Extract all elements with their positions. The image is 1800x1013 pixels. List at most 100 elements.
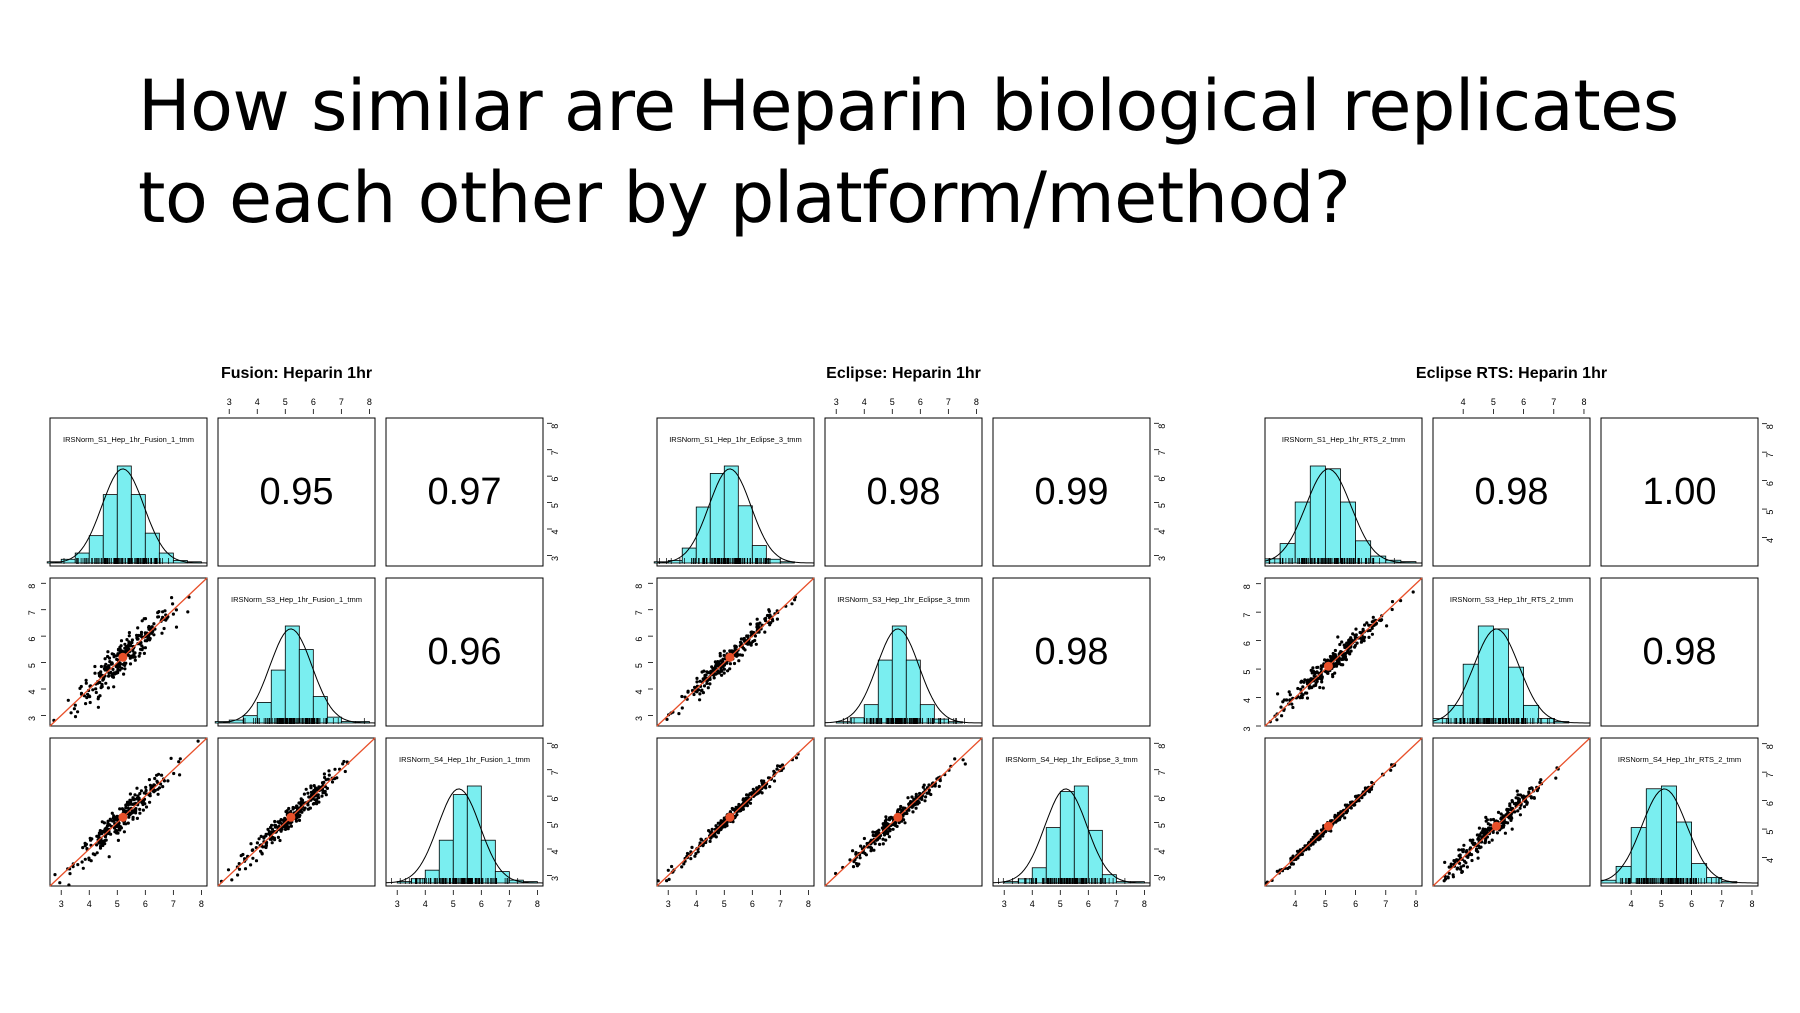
right-axis-tick-label: 7 xyxy=(550,450,560,455)
histogram-bar xyxy=(1355,540,1372,564)
bottom-axis-tick-label: 8 xyxy=(1142,899,1147,909)
density-curve xyxy=(1264,468,1422,564)
left-axis-tick-label: 7 xyxy=(27,610,37,615)
right-axis-tick-label: 3 xyxy=(1157,876,1167,881)
bottom-axis-tick-label: 6 xyxy=(1086,899,1091,909)
histogram-bar xyxy=(905,659,921,724)
histogram-bar xyxy=(1706,877,1723,884)
histogram-bar xyxy=(1492,628,1509,724)
left-axis-tick-label: 4 xyxy=(27,689,37,694)
right-axis-tick-label: 4 xyxy=(550,849,560,854)
left-axis-tick-label: 7 xyxy=(634,610,644,615)
histogram-bar xyxy=(1477,625,1494,724)
right-axis-tick-label: 3 xyxy=(550,876,560,881)
left-axis-tick-label: 7 xyxy=(1242,613,1252,618)
centroid-point xyxy=(725,652,735,662)
panel-frame xyxy=(1600,417,1759,567)
right-axis-tick-label: 7 xyxy=(1765,453,1775,458)
bottom-axis-tick-label: 6 xyxy=(143,899,148,909)
histogram-bar xyxy=(424,869,440,884)
correlation-value: 0.98 xyxy=(1035,631,1109,673)
fit-line xyxy=(1432,737,1591,887)
top-axis-tick-label: 7 xyxy=(339,397,344,407)
right-axis-tick-label: 4 xyxy=(550,529,560,534)
chart-title: Eclipse RTS: Heparin 1hr xyxy=(1416,365,1607,382)
bottom-axis-tick-label: 5 xyxy=(115,899,120,909)
pairs-plot-1: Fusion: Heparin 1hr IRSNorm_S1_Hep_1hr_Fu… xyxy=(27,365,560,909)
left-axis-tick-label: 6 xyxy=(634,637,644,642)
correlation-value: 0.96 xyxy=(428,631,502,673)
histogram-bar xyxy=(723,465,739,564)
centroid-point xyxy=(118,812,128,822)
panel-frame xyxy=(1432,577,1591,727)
panel-frame xyxy=(1264,737,1423,887)
panel-frame xyxy=(992,737,1151,887)
panel-frame xyxy=(49,417,208,567)
bottom-axis-tick-label: 7 xyxy=(1719,899,1724,909)
rug-ticks xyxy=(243,718,365,724)
bottom-axis-tick-label: 5 xyxy=(722,899,727,909)
top-axis-tick-label: 8 xyxy=(974,397,979,407)
left-axis-tick-label: 3 xyxy=(1242,726,1252,731)
histogram-bar xyxy=(1508,666,1524,724)
panel-frame xyxy=(656,737,815,887)
variable-label: IRSNorm_S1_Hep_1hr_Fusion_1_tmm xyxy=(63,435,194,444)
histogram-bar xyxy=(1660,785,1677,884)
panel-frame xyxy=(1600,737,1759,887)
bottom-axis-tick-label: 3 xyxy=(59,899,64,909)
bottom-axis-tick-label: 5 xyxy=(451,899,456,909)
top-axis-tick-label: 5 xyxy=(283,397,288,407)
fit-line xyxy=(49,577,208,727)
panel-frame xyxy=(1432,737,1591,887)
right-axis-tick-label: 6 xyxy=(1157,797,1167,802)
panel-frame xyxy=(824,737,983,887)
scatter-points xyxy=(1442,766,1560,883)
variable-label: IRSNorm_S3_Hep_1hr_Eclipse_3_tmm xyxy=(837,595,970,604)
bottom-axis-tick-label: 5 xyxy=(1323,899,1328,909)
right-axis-tick-label: 5 xyxy=(1765,510,1775,515)
correlation-value: 0.98 xyxy=(867,471,941,513)
histogram-bar xyxy=(102,494,118,564)
histogram-bar xyxy=(144,532,160,564)
bottom-axis-tick-label: 3 xyxy=(1002,899,1007,909)
panel-frame xyxy=(385,417,544,567)
scatter-points xyxy=(219,759,350,883)
left-axis-tick-label: 5 xyxy=(1242,670,1252,675)
bottom-axis-tick-label: 6 xyxy=(479,899,484,909)
right-axis-tick-label: 5 xyxy=(550,823,560,828)
panel-frame xyxy=(49,577,208,727)
right-axis-tick-label: 8 xyxy=(550,744,560,749)
bottom-axis-tick-label: 3 xyxy=(666,899,671,909)
histogram-bar xyxy=(1324,468,1341,564)
rug-ticks xyxy=(1268,558,1395,564)
right-axis-tick-label: 4 xyxy=(1765,538,1775,543)
bottom-axis-tick-label: 6 xyxy=(1353,899,1358,909)
density-curve xyxy=(217,628,376,724)
top-axis-tick-label: 5 xyxy=(890,397,895,407)
histogram-bar xyxy=(709,473,725,564)
histogram-bar xyxy=(1045,827,1061,884)
right-axis-tick-label: 5 xyxy=(1157,823,1167,828)
histogram-bar xyxy=(438,839,454,884)
rug-ticks xyxy=(1441,718,1555,724)
histogram-bar xyxy=(1630,827,1647,884)
top-axis-tick-label: 7 xyxy=(946,397,951,407)
panel-frame xyxy=(992,417,1151,567)
right-axis-tick-label: 7 xyxy=(550,770,560,775)
right-axis-tick-label: 5 xyxy=(550,503,560,508)
panel-frame xyxy=(217,417,376,567)
panel-frame xyxy=(217,737,376,887)
bottom-axis-tick-label: 5 xyxy=(1659,899,1664,909)
histogram-bar xyxy=(298,649,314,724)
histogram-bar xyxy=(1087,829,1103,884)
panel-frame xyxy=(1264,577,1423,727)
histogram-bar xyxy=(737,505,753,564)
centroid-point xyxy=(118,652,128,662)
left-axis-tick-label: 6 xyxy=(1242,641,1252,646)
fit-line xyxy=(824,737,983,887)
right-axis-tick-label: 7 xyxy=(1765,773,1775,778)
centroid-point xyxy=(893,812,903,822)
panel-frame xyxy=(824,417,983,567)
histogram-bar xyxy=(695,506,711,564)
right-axis-tick-label: 8 xyxy=(1765,744,1775,749)
